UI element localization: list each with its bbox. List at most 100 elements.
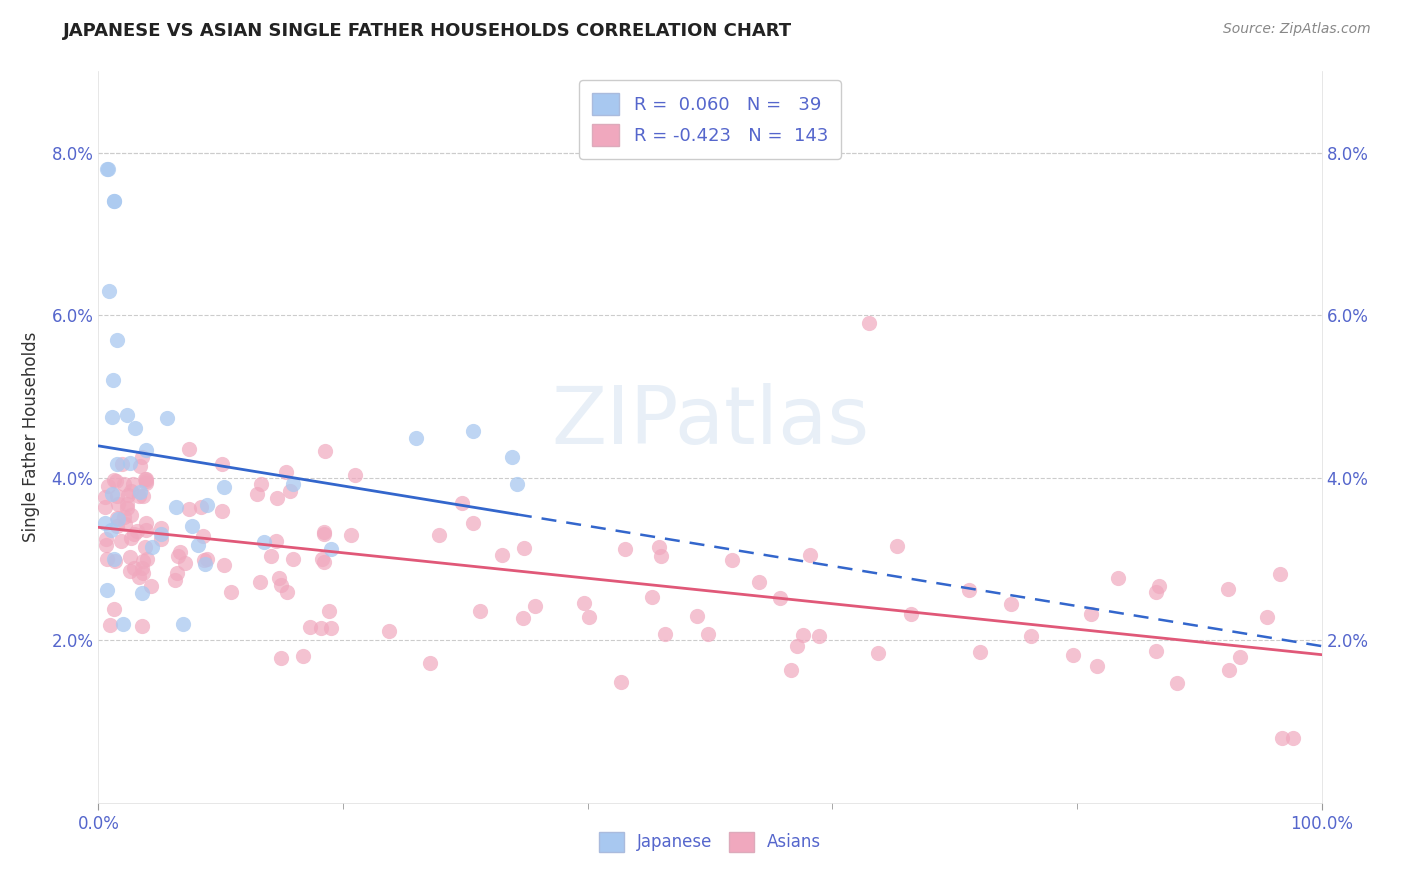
Point (311, 552, 333, 566)
Point (173, 556, 195, 570)
Point (1144, 584, 1167, 599)
Point (1062, 648, 1084, 662)
Point (1270, 567, 1292, 582)
Point (501, 450, 523, 465)
Point (135, 472, 157, 486)
Point (101, 487, 124, 501)
Point (103, 552, 125, 566)
Point (378, 624, 401, 639)
Point (105, 519, 128, 533)
Point (118, 549, 141, 564)
Point (808, 629, 831, 643)
Point (165, 500, 187, 515)
Point (195, 499, 218, 513)
Point (169, 545, 191, 559)
Point (405, 431, 427, 445)
Point (264, 533, 287, 548)
Point (506, 477, 529, 491)
Point (969, 645, 991, 659)
Point (491, 548, 513, 562)
Point (219, 584, 242, 599)
Point (96, 538, 118, 552)
Point (451, 496, 474, 510)
Point (318, 604, 340, 618)
Point (105, 474, 128, 488)
Point (150, 526, 173, 541)
Point (1281, 731, 1303, 745)
Point (131, 450, 153, 464)
Point (858, 316, 880, 330)
Point (105, 511, 128, 525)
Point (270, 577, 292, 591)
Point (121, 508, 143, 523)
Point (1271, 731, 1294, 745)
Point (610, 675, 633, 690)
Point (105, 333, 128, 347)
Point (697, 627, 720, 641)
Point (139, 578, 162, 592)
Point (211, 503, 233, 517)
Point (298, 620, 321, 634)
Point (641, 591, 664, 605)
Point (135, 475, 157, 490)
Point (103, 473, 125, 487)
Point (115, 498, 138, 512)
Point (614, 541, 637, 556)
Point (1021, 629, 1043, 643)
Point (94, 491, 117, 505)
Point (111, 457, 134, 471)
Point (1000, 597, 1022, 611)
Point (94, 516, 117, 530)
Point (94, 500, 117, 515)
Point (654, 627, 676, 641)
Point (212, 558, 235, 573)
Point (112, 617, 135, 632)
Point (96, 582, 118, 597)
Point (149, 532, 172, 546)
Point (1166, 676, 1188, 690)
Point (166, 566, 188, 581)
Point (319, 541, 342, 556)
Text: JAPANESE VS ASIAN SINGLE FATHER HOUSEHOLDS CORRELATION CHART: JAPANESE VS ASIAN SINGLE FATHER HOUSEHOL… (63, 22, 793, 40)
Point (128, 570, 150, 584)
Point (281, 552, 304, 566)
Point (886, 539, 908, 553)
Point (135, 523, 157, 537)
Point (266, 491, 288, 505)
Point (792, 628, 814, 642)
Point (98, 618, 121, 632)
Point (136, 552, 159, 566)
Point (513, 541, 536, 555)
Point (135, 516, 157, 530)
Point (112, 477, 135, 491)
Point (104, 554, 127, 568)
Point (122, 561, 145, 575)
Point (309, 621, 332, 635)
Point (141, 541, 163, 555)
Point (120, 457, 142, 471)
Point (131, 586, 153, 600)
Point (246, 487, 269, 501)
Point (105, 457, 128, 471)
Point (101, 410, 124, 425)
Point (269, 571, 291, 585)
Point (103, 194, 125, 209)
Point (181, 519, 204, 533)
Point (96, 552, 118, 566)
Point (115, 501, 138, 516)
Point (721, 553, 744, 567)
Point (112, 510, 135, 524)
Point (172, 617, 194, 632)
Point (572, 596, 595, 610)
Point (124, 527, 146, 541)
Point (685, 608, 707, 623)
Point (125, 524, 148, 538)
Point (114, 516, 136, 531)
Point (107, 512, 129, 526)
Point (135, 442, 157, 457)
Point (314, 555, 336, 569)
Point (321, 621, 343, 635)
Point (129, 485, 152, 500)
Point (103, 602, 125, 616)
Point (100, 523, 122, 537)
